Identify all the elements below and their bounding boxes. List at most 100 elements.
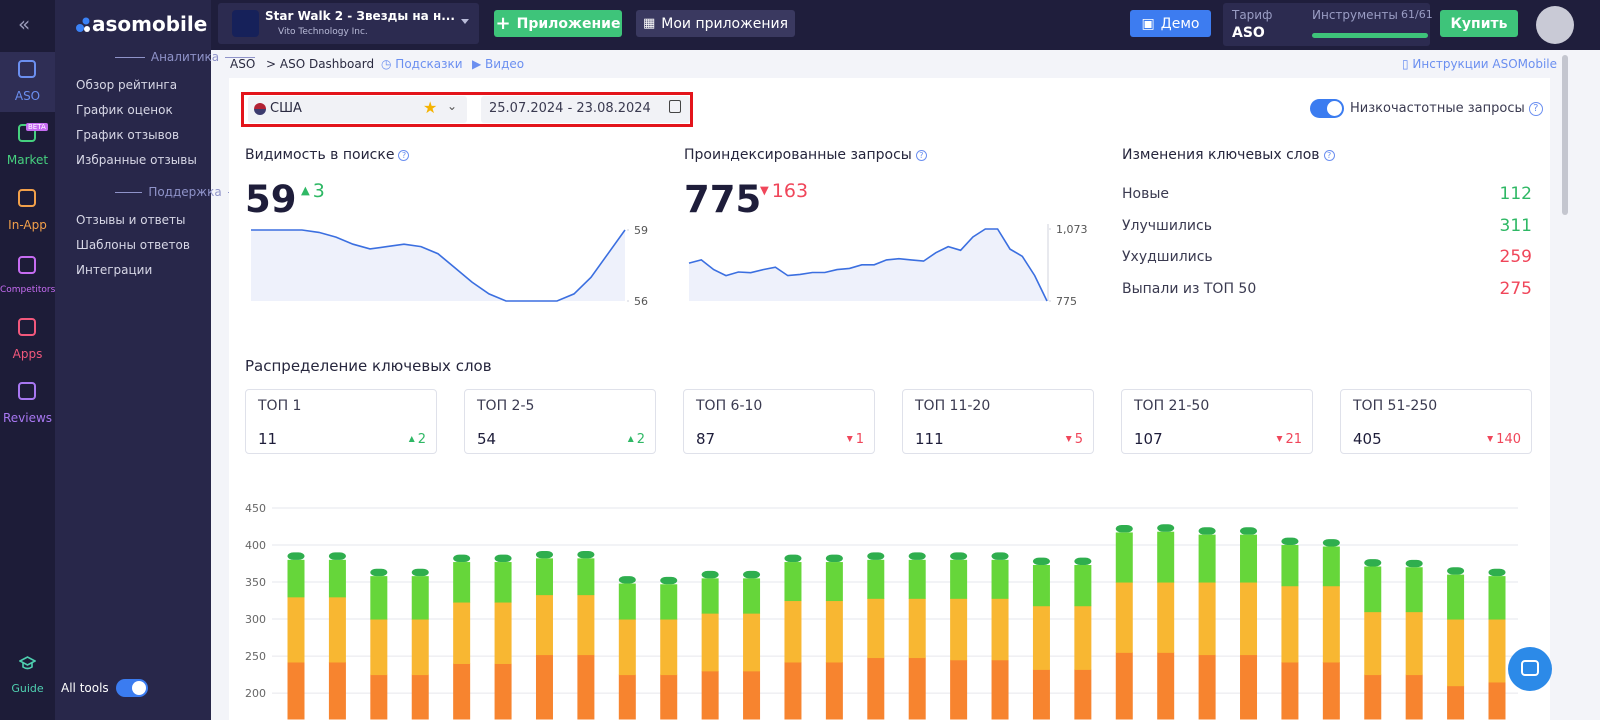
rail-icon[interactable] xyxy=(18,189,36,207)
app-developer: Vito Technology Inc. xyxy=(278,27,368,37)
bar-segment xyxy=(1364,559,1382,567)
distribution-card[interactable]: ТОП 1 11 ▲ 2 xyxy=(245,389,437,454)
menu-item[interactable]: Шаблоны ответов xyxy=(76,238,190,252)
distribution-card[interactable]: ТОП 2-5 54 ▲ 2 xyxy=(464,389,656,454)
avatar[interactable] xyxy=(1536,6,1574,44)
country-select[interactable]: США ★ ⌄ xyxy=(248,96,467,123)
bar-segment xyxy=(1322,661,1340,720)
bar-segment xyxy=(701,613,719,672)
visibility-change: ▲ 3 xyxy=(301,180,325,202)
card-title: ТОП 2-5 xyxy=(477,398,535,414)
collapse-icon[interactable]: « xyxy=(18,12,31,36)
guide-label[interactable]: Guide xyxy=(11,682,44,695)
rail-icon[interactable] xyxy=(18,60,36,78)
breadcrumb-current: > ASO Dashboard xyxy=(266,57,375,71)
bar-segment xyxy=(287,559,305,598)
y-tick-label: 250 xyxy=(245,650,266,663)
menu-item[interactable]: График оценок xyxy=(76,103,173,117)
help-icon[interactable] xyxy=(1528,102,1543,116)
menu-item[interactable]: Интеграции xyxy=(76,263,153,277)
distribution-card[interactable]: ТОП 51-250 405 ▼ 140 xyxy=(1340,389,1532,454)
dates: 25.07.2024 - 23.08.2024 xyxy=(489,101,651,116)
change-value: 163 xyxy=(771,180,809,202)
bar-segment xyxy=(494,554,512,563)
bar-segment xyxy=(1032,557,1050,566)
bar-segment xyxy=(453,663,471,720)
rail-icon[interactable] xyxy=(18,382,36,400)
breadcrumb-root[interactable]: ASO xyxy=(230,57,256,71)
hints-link[interactable]: ◷ Подсказки xyxy=(381,57,463,71)
help-icon[interactable] xyxy=(398,150,410,161)
bar-segment xyxy=(784,554,802,563)
rail-label[interactable]: Competitors xyxy=(0,285,56,295)
menu-item[interactable]: Обзор рейтинга xyxy=(76,78,178,92)
rail-label[interactable]: In-App xyxy=(8,218,47,232)
keyword-change-value: 112 xyxy=(1499,184,1532,204)
bar-segment xyxy=(784,562,802,602)
help-icon[interactable] xyxy=(1323,150,1335,161)
video-link[interactable]: ▶ Видео xyxy=(472,57,525,71)
help-icon[interactable] xyxy=(915,150,927,161)
rail-label[interactable]: Market xyxy=(6,153,49,167)
widget-title: Изменения ключевых слов xyxy=(1122,147,1335,163)
logo-icon xyxy=(76,17,90,32)
bar-segment xyxy=(950,659,968,720)
rail-icon[interactable] xyxy=(18,318,36,336)
low-freq-label: Низкочастотные запросы xyxy=(1350,101,1543,116)
bar-segment xyxy=(701,670,719,720)
bar-segment xyxy=(660,576,678,585)
area xyxy=(251,230,625,301)
bar-segment xyxy=(453,602,471,664)
distribution-card[interactable]: ТОП 6-10 87 ▼ 1 xyxy=(683,389,875,454)
bar-segment xyxy=(411,576,429,620)
bar-segment xyxy=(535,594,553,656)
low-freq-toggle[interactable] xyxy=(1310,99,1344,118)
bar-segment xyxy=(1198,582,1216,656)
tools-label: Инструменты xyxy=(1312,8,1398,22)
distribution-card[interactable]: ТОП 11-20 111 ▼ 5 xyxy=(902,389,1094,454)
rail-label[interactable]: Apps xyxy=(12,347,43,361)
bar-segment xyxy=(1281,545,1299,587)
bar-segment xyxy=(1074,669,1092,720)
bar-segment xyxy=(287,552,305,560)
bar-segment xyxy=(411,568,429,577)
bar-segment xyxy=(867,559,885,599)
bar-segment xyxy=(370,619,388,676)
menu-item[interactable]: График отзывов xyxy=(76,128,180,142)
change-value: 21 xyxy=(1285,432,1302,447)
rail-icon[interactable] xyxy=(18,256,36,274)
bar-segment xyxy=(494,562,512,603)
logo[interactable]: asomobile xyxy=(92,12,208,36)
demo-button[interactable]: ▣ Демо xyxy=(1130,10,1211,37)
favorite-star[interactable]: ★ xyxy=(423,98,438,117)
distribution-card[interactable]: ТОП 21-50 107 ▼ 21 xyxy=(1121,389,1313,454)
app-selector[interactable]: Star Walk 2 - Звезды на н... Vito Techno… xyxy=(218,3,479,44)
menu-item[interactable]: Избранные отзывы xyxy=(76,153,197,167)
bar-segment xyxy=(618,576,636,584)
bar-segment xyxy=(825,554,843,563)
bar-segment xyxy=(328,596,346,663)
bar-segment xyxy=(1115,525,1133,533)
buy-button[interactable]: Купить xyxy=(1440,10,1518,37)
bar-segment xyxy=(1281,537,1299,546)
bar-segment xyxy=(328,559,346,598)
menu-item[interactable]: Отзывы и ответы xyxy=(76,213,186,227)
bar-segment xyxy=(908,552,926,560)
my-apps-button[interactable]: ▦ Мои приложения xyxy=(636,10,795,37)
card-value: 11 xyxy=(258,430,278,448)
bar-segment xyxy=(1074,605,1092,670)
instructions-link[interactable]: ▯ Инструкции ASOMobile xyxy=(1402,57,1558,71)
rail-label[interactable]: Reviews xyxy=(2,411,53,425)
change-arrow: ▼ xyxy=(846,434,853,444)
bar-segment xyxy=(743,578,761,614)
all-tools-label: All tools xyxy=(61,681,109,695)
add-app-button[interactable]: + Приложение xyxy=(494,10,622,37)
chat-button[interactable] xyxy=(1508,647,1552,691)
all-tools-toggle[interactable] xyxy=(116,679,148,697)
change-arrow: ▼ xyxy=(1065,434,1072,444)
scrollbar[interactable] xyxy=(1562,55,1568,215)
rail-label[interactable]: ASO xyxy=(14,89,41,103)
dropdown-arrow: ⌄ xyxy=(447,99,458,113)
date-range[interactable]: 25.07.2024 - 23.08.2024 xyxy=(481,96,690,123)
keyword-change-value: 311 xyxy=(1499,215,1532,236)
